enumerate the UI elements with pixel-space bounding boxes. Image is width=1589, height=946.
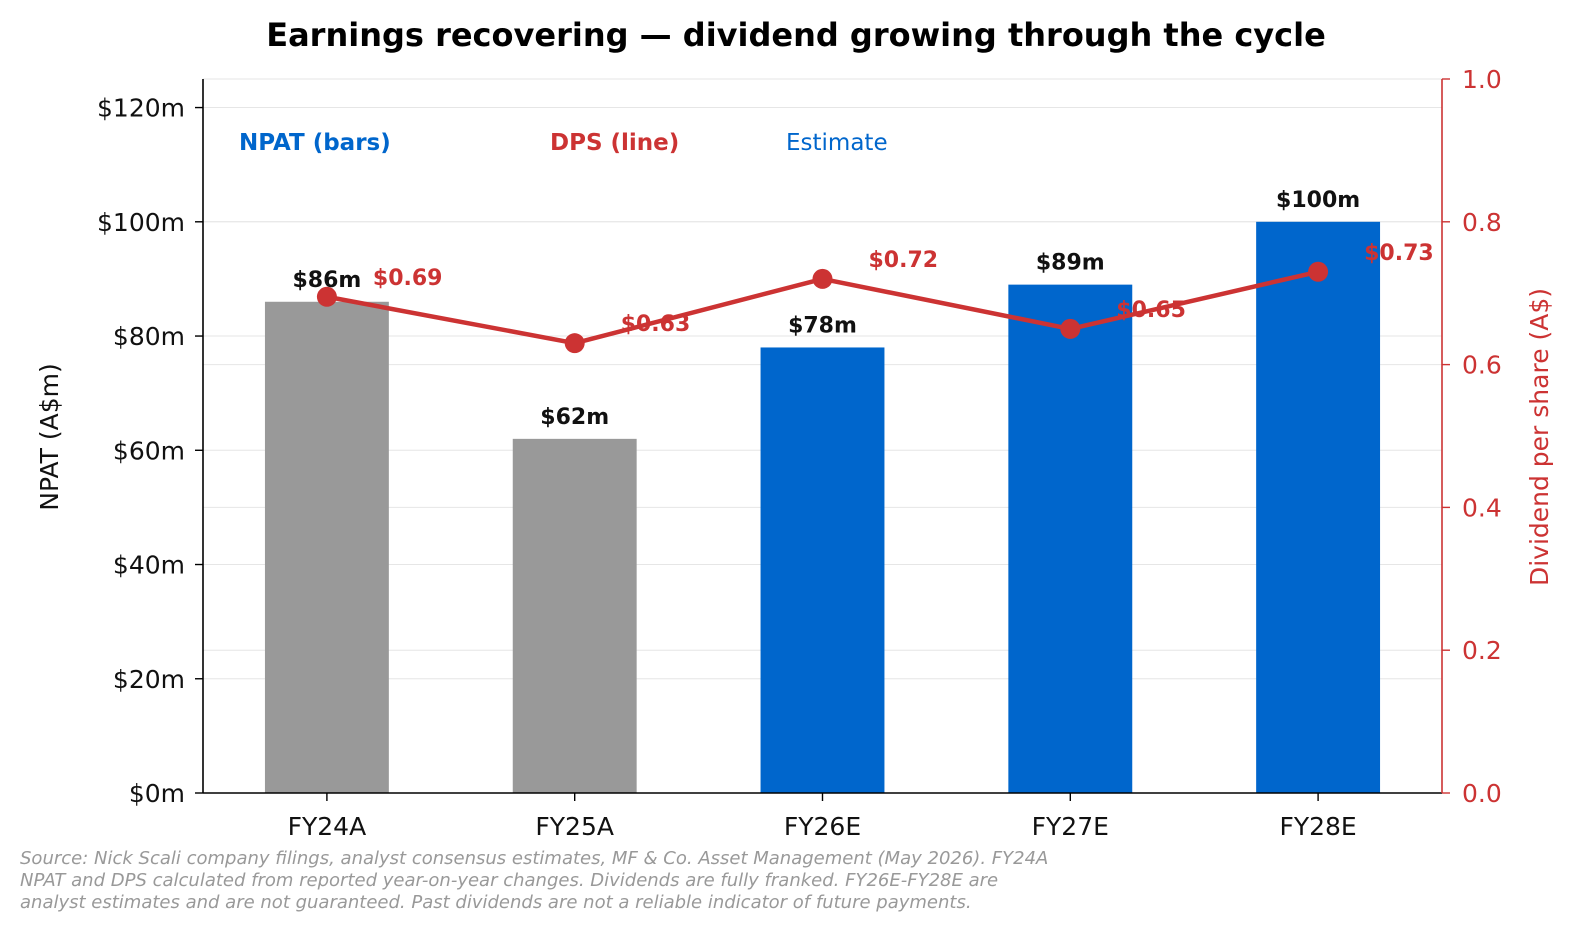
legend-item: DPS (line) bbox=[550, 130, 679, 156]
dps-value-label: $0.73 bbox=[1364, 241, 1434, 266]
y-axis-label: NPAT (A$m) bbox=[35, 363, 64, 510]
y2-tick-label: 1.0 bbox=[1462, 65, 1502, 94]
y-tick-label: $40m bbox=[113, 551, 185, 580]
dps-point-fy26e bbox=[812, 268, 833, 289]
y2-axis-label: Dividend per share (A$) bbox=[1525, 288, 1554, 586]
dps-line-series: $0.69 $0.63 $0.72 $0.65 $0.73 bbox=[316, 241, 1434, 354]
y2-tick-label: 0.8 bbox=[1462, 208, 1502, 237]
npat-bar-fy25a bbox=[512, 438, 637, 793]
npat-bar-fy24a bbox=[264, 301, 389, 793]
dps-value-label: $0.69 bbox=[373, 266, 443, 291]
dps-point-fy25a bbox=[564, 333, 585, 354]
x-tick-label: FY24A bbox=[288, 812, 367, 841]
y-tick-label: $20m bbox=[113, 665, 185, 694]
source-line: analyst estimates and are not guaranteed… bbox=[20, 892, 972, 913]
npat-bar-labels: $86m$62m$78m$89m$100m bbox=[292, 188, 1360, 430]
dps-value-label: $0.65 bbox=[1116, 298, 1186, 323]
dps-value-label: $0.72 bbox=[869, 248, 939, 273]
source-line: NPAT and DPS calculated from reported ye… bbox=[20, 870, 998, 891]
x-tick-label: FY27E bbox=[1032, 812, 1109, 841]
legend-item: Estimate bbox=[786, 130, 888, 156]
dps-value-label: $0.63 bbox=[621, 312, 691, 337]
legend-item: NPAT (bars) bbox=[239, 130, 391, 156]
gridlines bbox=[203, 78, 1442, 794]
source-line: Source: Nick Scali company filings, anal… bbox=[20, 848, 1048, 869]
dps-point-fy27e bbox=[1060, 318, 1081, 339]
chart-title: Earnings recovering — dividend growing t… bbox=[266, 16, 1326, 54]
y-tick-label: $80m bbox=[113, 322, 185, 351]
npat-value-label: $62m bbox=[540, 405, 609, 430]
npat-value-label: $89m bbox=[1036, 251, 1105, 276]
dps-point-fy28e bbox=[1308, 261, 1329, 282]
npat-value-label: $78m bbox=[788, 313, 857, 338]
npat-value-label: $100m bbox=[1276, 188, 1360, 213]
x-tick-label: FY28E bbox=[1279, 812, 1356, 841]
x-tick-label: FY26E bbox=[784, 812, 861, 841]
y2-tick-label: 0.0 bbox=[1462, 779, 1502, 808]
axes: $0m $20m $40m $60m $80m $100m $120m 0.0 0.2 0.4 0.… bbox=[97, 65, 1502, 841]
legend: NPAT (bars) DPS (line) Estimate bbox=[239, 130, 888, 156]
npat-bar-fy28e bbox=[1256, 221, 1381, 794]
dps-point-fy24a bbox=[316, 286, 337, 307]
y-tick-label: $100m bbox=[97, 208, 185, 237]
y-tick-label: $120m bbox=[97, 94, 185, 123]
npat-bar-fy27e bbox=[1008, 284, 1133, 793]
x-tick-label: FY25A bbox=[535, 812, 614, 841]
y2-tick-label: 0.4 bbox=[1462, 493, 1502, 522]
npat-bars bbox=[264, 221, 1381, 794]
npat-bar-fy26e bbox=[760, 347, 885, 793]
source-note: Source: Nick Scali company filings, anal… bbox=[20, 848, 1048, 913]
y-tick-label: $0m bbox=[129, 779, 185, 808]
y2-tick-label: 0.6 bbox=[1462, 351, 1502, 380]
y-tick-label: $60m bbox=[113, 436, 185, 465]
y2-tick-label: 0.2 bbox=[1462, 636, 1502, 665]
